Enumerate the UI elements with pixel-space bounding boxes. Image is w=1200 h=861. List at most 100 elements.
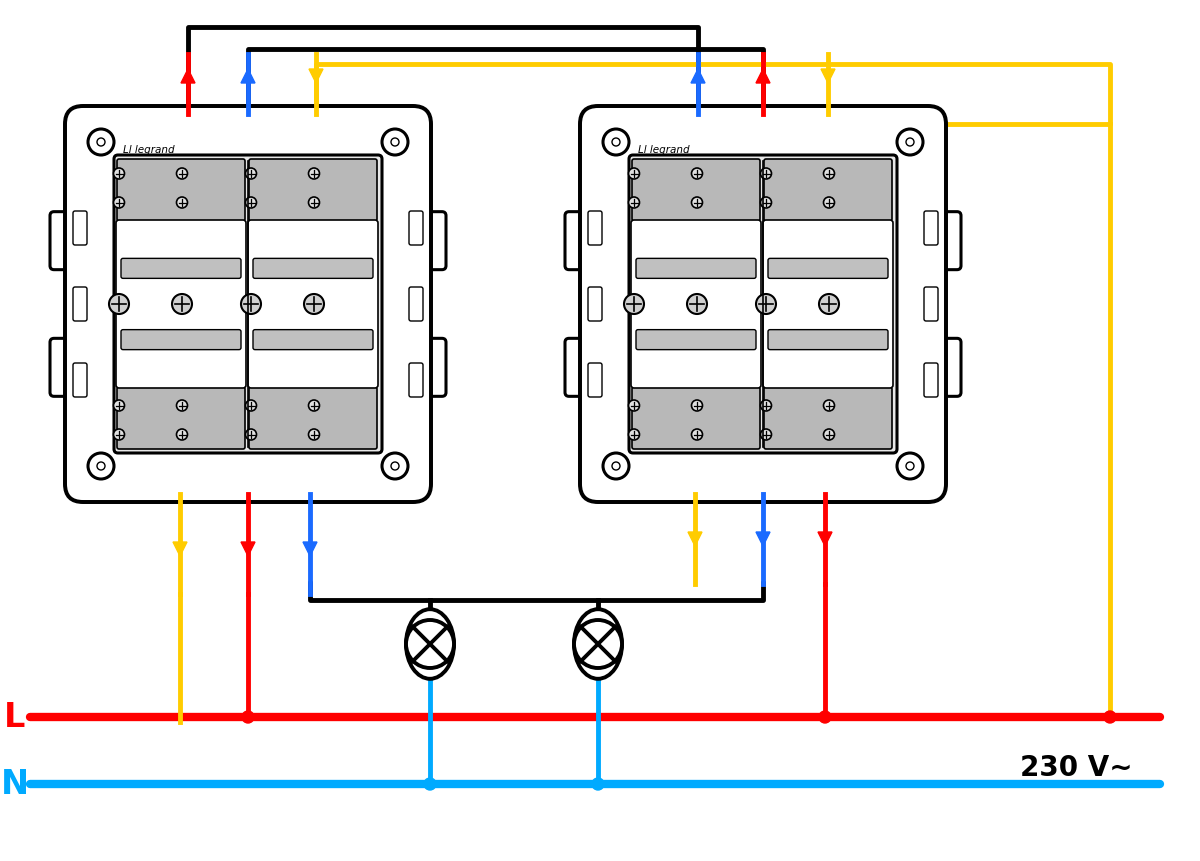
FancyBboxPatch shape [73, 288, 88, 322]
Circle shape [761, 400, 772, 412]
Polygon shape [173, 542, 187, 556]
Circle shape [574, 620, 622, 668]
FancyBboxPatch shape [629, 156, 898, 454]
FancyBboxPatch shape [588, 288, 602, 322]
FancyBboxPatch shape [118, 387, 245, 449]
Circle shape [97, 462, 106, 470]
FancyBboxPatch shape [924, 363, 938, 398]
FancyBboxPatch shape [416, 339, 446, 397]
Text: L: L [5, 701, 25, 734]
Circle shape [176, 169, 187, 180]
Circle shape [823, 400, 834, 412]
Circle shape [382, 130, 408, 156]
Circle shape [304, 294, 324, 314]
Polygon shape [310, 70, 323, 84]
Circle shape [241, 294, 262, 314]
Circle shape [308, 400, 319, 412]
FancyBboxPatch shape [253, 331, 373, 350]
Circle shape [1104, 711, 1116, 723]
Polygon shape [304, 542, 317, 556]
Text: N: N [1, 768, 29, 801]
Polygon shape [181, 70, 196, 84]
FancyBboxPatch shape [565, 339, 595, 397]
FancyBboxPatch shape [250, 387, 377, 449]
Polygon shape [688, 532, 702, 547]
Circle shape [592, 778, 604, 790]
Circle shape [604, 454, 629, 480]
Circle shape [176, 430, 187, 441]
Circle shape [308, 430, 319, 441]
FancyBboxPatch shape [931, 213, 961, 270]
FancyBboxPatch shape [768, 259, 888, 279]
Circle shape [629, 169, 640, 180]
FancyBboxPatch shape [924, 288, 938, 322]
Circle shape [88, 454, 114, 480]
FancyBboxPatch shape [632, 160, 760, 222]
FancyBboxPatch shape [73, 363, 88, 398]
FancyBboxPatch shape [588, 212, 602, 245]
FancyBboxPatch shape [580, 107, 946, 503]
FancyBboxPatch shape [116, 220, 246, 388]
Ellipse shape [574, 610, 622, 679]
Circle shape [114, 430, 125, 441]
FancyBboxPatch shape [636, 259, 756, 279]
FancyBboxPatch shape [768, 331, 888, 350]
Circle shape [114, 198, 125, 208]
Circle shape [109, 294, 130, 314]
Circle shape [820, 711, 832, 723]
Circle shape [823, 430, 834, 441]
Circle shape [761, 169, 772, 180]
FancyBboxPatch shape [931, 339, 961, 397]
Circle shape [246, 169, 257, 180]
Circle shape [406, 620, 454, 668]
FancyBboxPatch shape [50, 339, 80, 397]
FancyBboxPatch shape [409, 212, 424, 245]
Circle shape [898, 130, 923, 156]
Circle shape [691, 169, 702, 180]
Circle shape [688, 294, 707, 314]
Text: Ll legrand: Ll legrand [638, 145, 690, 155]
FancyBboxPatch shape [764, 160, 892, 222]
FancyBboxPatch shape [73, 212, 88, 245]
Circle shape [391, 462, 400, 470]
FancyBboxPatch shape [248, 220, 378, 388]
Polygon shape [821, 70, 835, 84]
Circle shape [612, 139, 620, 147]
Polygon shape [756, 532, 770, 547]
FancyBboxPatch shape [118, 160, 245, 222]
Circle shape [246, 198, 257, 208]
Circle shape [612, 462, 620, 470]
FancyBboxPatch shape [65, 107, 431, 503]
FancyBboxPatch shape [636, 331, 756, 350]
Circle shape [691, 198, 702, 208]
Circle shape [761, 198, 772, 208]
Circle shape [308, 169, 319, 180]
Circle shape [898, 454, 923, 480]
FancyBboxPatch shape [121, 259, 241, 279]
Circle shape [172, 294, 192, 314]
Circle shape [823, 198, 834, 208]
FancyBboxPatch shape [250, 160, 377, 222]
Circle shape [382, 454, 408, 480]
Circle shape [624, 294, 644, 314]
Circle shape [629, 430, 640, 441]
Circle shape [906, 139, 914, 147]
Ellipse shape [406, 610, 454, 679]
Circle shape [691, 400, 702, 412]
Polygon shape [691, 70, 706, 84]
FancyBboxPatch shape [588, 363, 602, 398]
Circle shape [604, 130, 629, 156]
Circle shape [176, 400, 187, 412]
Circle shape [246, 430, 257, 441]
FancyBboxPatch shape [114, 156, 382, 454]
FancyBboxPatch shape [565, 213, 595, 270]
FancyBboxPatch shape [764, 387, 892, 449]
Circle shape [246, 400, 257, 412]
FancyBboxPatch shape [409, 288, 424, 322]
Circle shape [242, 711, 254, 723]
Circle shape [391, 139, 400, 147]
Circle shape [756, 294, 776, 314]
Polygon shape [241, 70, 256, 84]
FancyBboxPatch shape [632, 387, 760, 449]
FancyBboxPatch shape [631, 220, 761, 388]
